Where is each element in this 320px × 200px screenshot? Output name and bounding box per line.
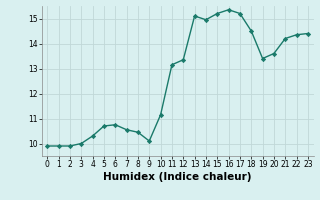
X-axis label: Humidex (Indice chaleur): Humidex (Indice chaleur) [103,172,252,182]
